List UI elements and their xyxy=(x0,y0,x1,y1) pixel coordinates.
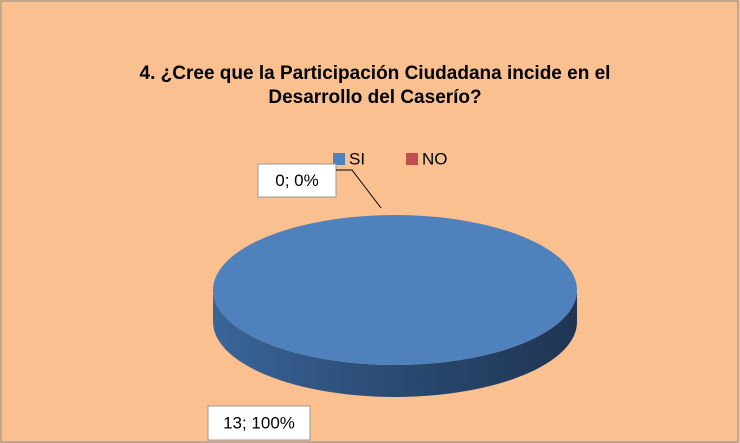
legend-swatch xyxy=(333,153,345,165)
pie-side xyxy=(213,290,577,397)
legend-label: SI xyxy=(349,149,365,168)
data-label-box xyxy=(257,163,337,198)
data-label-box xyxy=(207,405,311,441)
legend-swatch xyxy=(406,153,418,165)
pie-top xyxy=(213,215,577,365)
leader-line xyxy=(336,169,382,209)
legend-label: NO xyxy=(422,149,448,168)
data-label: 13; 100% xyxy=(223,413,295,432)
pie-slice xyxy=(213,215,577,397)
data-label: 0; 0% xyxy=(275,171,318,190)
chart-title: 4. ¿Cree que la Participación Ciudadana … xyxy=(139,63,611,108)
